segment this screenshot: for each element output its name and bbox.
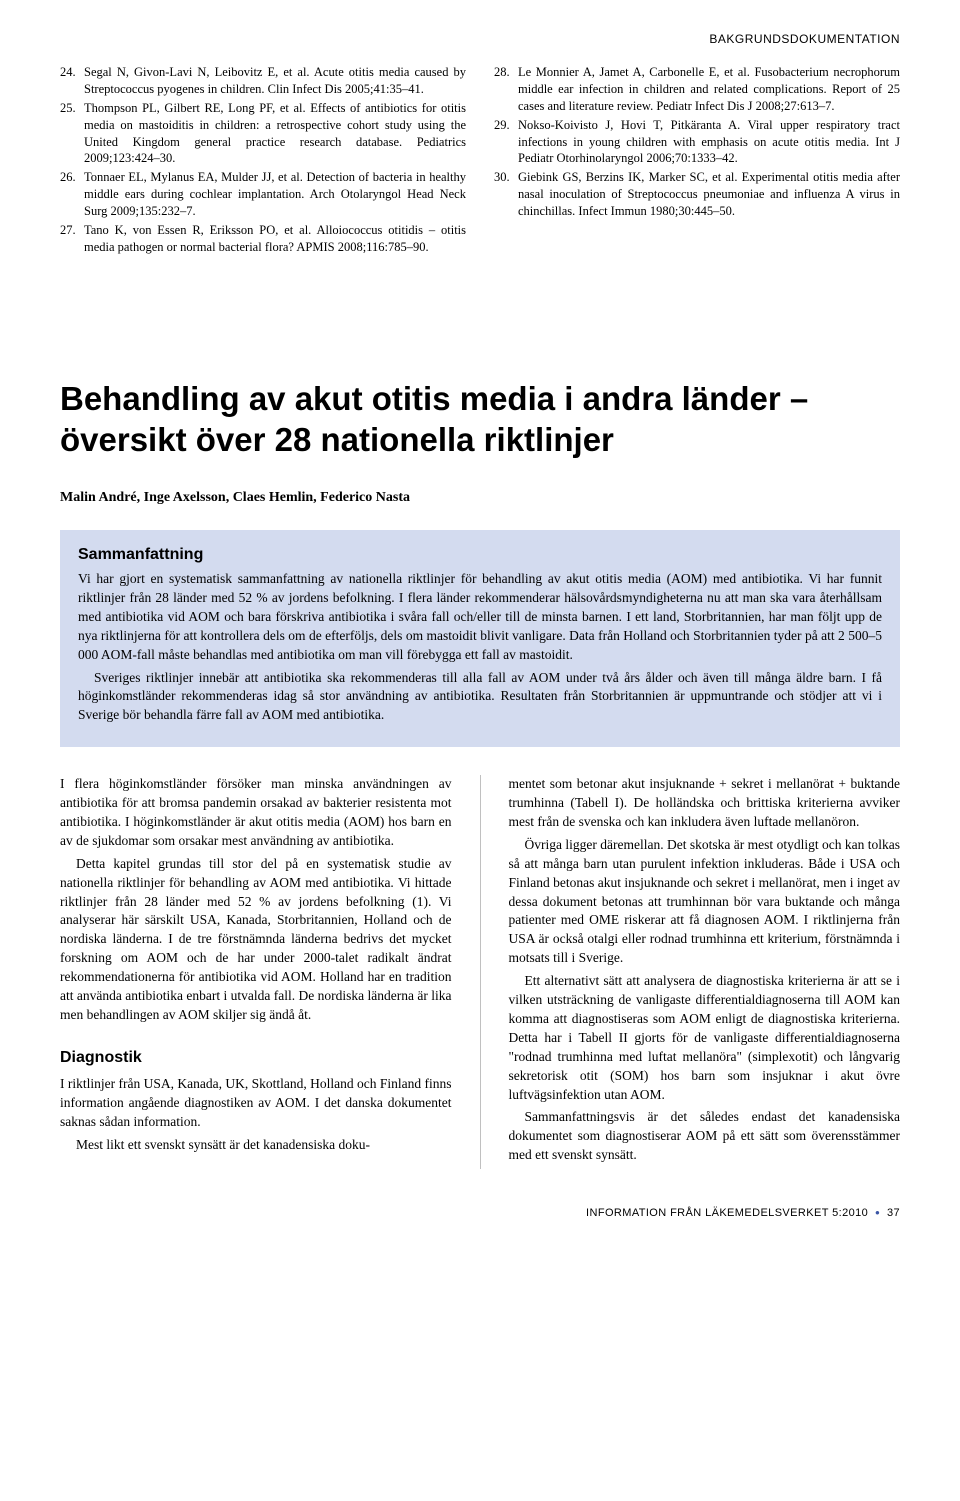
ref-number: 24. <box>60 64 84 98</box>
summary-paragraph: Vi har gjort en systematisk sammanfattni… <box>78 570 882 664</box>
reference-item: 27. Tano K, von Essen R, Eriksson PO, et… <box>60 222 466 256</box>
body-paragraph: mentet som betonar akut insjuknande + se… <box>509 775 901 832</box>
summary-box: Sammanfattning Vi har gjort en systemati… <box>60 530 900 747</box>
ref-text: Thompson PL, Gilbert RE, Long PF, et al.… <box>84 100 466 168</box>
ref-text: Nokso-Koivisto J, Hovi T, Pitkäranta A. … <box>518 117 900 168</box>
ref-number: 29. <box>494 117 518 168</box>
ref-text: Le Monnier A, Jamet A, Carbonelle E, et … <box>518 64 900 115</box>
bullet-icon: • <box>875 1205 880 1220</box>
body-paragraph: Sammanfattningsvis är det således endast… <box>509 1108 901 1165</box>
page-footer: INFORMATION FRÅN LÄKEMEDELSVERKET 5:2010… <box>60 1205 900 1220</box>
summary-heading: Sammanfattning <box>78 546 882 564</box>
section-header: BAKGRUNDSDOKUMENTATION <box>60 32 900 46</box>
body-columns: I flera höginkomstländer försöker man mi… <box>60 775 900 1169</box>
body-paragraph: Ett alternativt sätt att analysera de di… <box>509 972 901 1104</box>
ref-number: 26. <box>60 169 84 220</box>
references-right-col: 28. Le Monnier A, Jamet A, Carbonelle E,… <box>494 64 900 258</box>
reference-item: 30. Giebink GS, Berzins IK, Marker SC, e… <box>494 169 900 220</box>
body-paragraph: I riktlinjer från USA, Kanada, UK, Skott… <box>60 1075 452 1132</box>
reference-item: 25. Thompson PL, Gilbert RE, Long PF, et… <box>60 100 466 168</box>
body-left-col: I flera höginkomstländer försöker man mi… <box>60 775 452 1169</box>
page-number: 37 <box>887 1207 900 1219</box>
ref-text: Giebink GS, Berzins IK, Marker SC, et al… <box>518 169 900 220</box>
body-right-col: mentet som betonar akut insjuknande + se… <box>509 775 901 1169</box>
footer-text: INFORMATION FRÅN LÄKEMEDELSVERKET 5:2010 <box>586 1207 868 1219</box>
ref-text: Tano K, von Essen R, Eriksson PO, et al.… <box>84 222 466 256</box>
ref-number: 27. <box>60 222 84 256</box>
ref-number: 25. <box>60 100 84 168</box>
summary-paragraph: Sveriges riktlinjer innebär att antibiot… <box>78 669 882 726</box>
article-title: Behandling av akut otitis media i andra … <box>60 378 900 461</box>
ref-text: Segal N, Givon-Lavi N, Leibovitz E, et a… <box>84 64 466 98</box>
reference-item: 29. Nokso-Koivisto J, Hovi T, Pitkäranta… <box>494 117 900 168</box>
reference-item: 28. Le Monnier A, Jamet A, Carbonelle E,… <box>494 64 900 115</box>
references: 24. Segal N, Givon-Lavi N, Leibovitz E, … <box>60 64 900 258</box>
reference-item: 24. Segal N, Givon-Lavi N, Leibovitz E, … <box>60 64 466 98</box>
reference-item: 26. Tonnaer EL, Mylanus EA, Mulder JJ, e… <box>60 169 466 220</box>
body-paragraph: Mest likt ett svenskt synsätt är det kan… <box>60 1136 452 1155</box>
body-heading-diagnostik: Diagnostik <box>60 1047 452 1069</box>
ref-text: Tonnaer EL, Mylanus EA, Mulder JJ, et al… <box>84 169 466 220</box>
body-paragraph: Detta kapitel grundas till stor del på e… <box>60 855 452 1025</box>
authors-line: Malin André, Inge Axelsson, Claes Hemlin… <box>60 490 900 506</box>
references-left-col: 24. Segal N, Givon-Lavi N, Leibovitz E, … <box>60 64 466 258</box>
body-paragraph: Övriga ligger däremellan. Det skotska är… <box>509 836 901 968</box>
body-paragraph: I flera höginkomstländer försöker man mi… <box>60 775 452 851</box>
column-divider <box>480 775 481 1169</box>
ref-number: 28. <box>494 64 518 115</box>
ref-number: 30. <box>494 169 518 220</box>
